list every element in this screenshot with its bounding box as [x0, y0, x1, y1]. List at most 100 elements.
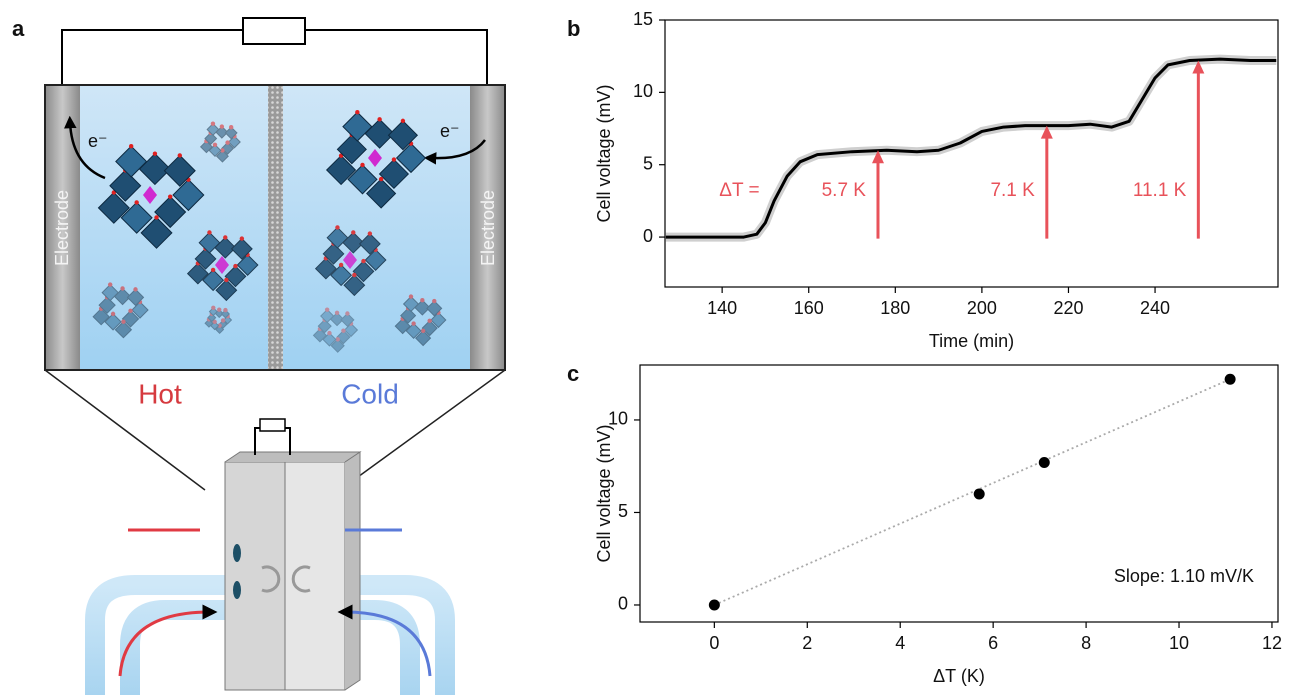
tube	[85, 575, 230, 695]
octahedron	[364, 118, 395, 149]
x-tick-label: 10	[1169, 633, 1189, 653]
oxygen	[420, 328, 426, 333]
octahedron	[214, 308, 224, 319]
octahedron	[204, 132, 218, 145]
oxygen	[225, 140, 230, 145]
octahedron	[364, 249, 387, 271]
oxygen	[121, 319, 126, 324]
y-tick-label: 5	[643, 153, 653, 173]
oxygen	[341, 328, 346, 333]
octahedron	[215, 324, 225, 335]
octahedron	[126, 288, 145, 307]
polyoxometalate	[312, 307, 359, 353]
panel-label: a	[12, 16, 25, 41]
octahedron	[114, 321, 133, 339]
hot-label: Hot	[138, 378, 182, 409]
oxygen	[128, 308, 133, 314]
octahedron	[394, 318, 411, 335]
oxygen	[233, 263, 238, 269]
electrode-label: Electrode	[478, 190, 498, 266]
x-tick-label: 0	[709, 633, 719, 653]
oxygen	[217, 307, 222, 312]
octahedron	[317, 319, 332, 334]
x-axis-label: Time (min)	[929, 331, 1014, 351]
octahedron	[210, 321, 220, 331]
oxygen	[206, 317, 212, 322]
oxygen	[360, 162, 365, 168]
octahedron	[138, 152, 171, 186]
octahedron	[104, 313, 122, 331]
octahedron	[194, 247, 217, 270]
octahedron	[208, 307, 218, 317]
octahedron	[236, 254, 259, 276]
center	[343, 251, 357, 269]
oxygen	[223, 235, 228, 240]
octahedron	[430, 311, 447, 329]
oxygen	[220, 318, 226, 323]
octahedron	[221, 141, 235, 155]
octahedron	[330, 338, 345, 353]
polyoxometalate	[186, 230, 259, 302]
oxygen	[209, 311, 215, 317]
center	[368, 149, 382, 167]
electrode	[470, 85, 505, 370]
electrode	[45, 85, 80, 370]
arrow-head	[1192, 60, 1205, 74]
octahedron	[113, 287, 132, 306]
oxygen	[212, 142, 218, 147]
tube	[345, 575, 455, 695]
delta-label: ΔT =	[719, 180, 759, 201]
octahedron	[322, 332, 337, 347]
octahedron	[405, 322, 422, 339]
octahedron	[92, 307, 110, 326]
oxygen	[432, 298, 437, 304]
electron-label: e⁻	[88, 131, 108, 151]
center	[143, 186, 157, 204]
oxygen	[107, 282, 113, 287]
plot-frame	[639, 364, 1279, 623]
octahedron	[340, 312, 355, 328]
octahedron	[352, 260, 375, 283]
arrow-label: 5.7 K	[822, 180, 867, 201]
oxygen	[317, 326, 323, 332]
polyoxometalate	[97, 143, 205, 249]
octahedron	[172, 178, 205, 212]
oxygen	[348, 321, 354, 326]
arrow-label: 7.1 K	[990, 180, 1035, 201]
octahedron	[215, 125, 229, 139]
x-tick-label: 200	[967, 298, 997, 318]
device-wire	[254, 427, 291, 455]
octahedron	[97, 191, 130, 224]
octahedron	[224, 265, 247, 288]
panel-label: c	[567, 361, 579, 386]
electrode-label: Electrode	[52, 190, 72, 266]
octahedron	[312, 328, 328, 343]
oxygen	[228, 124, 234, 130]
zoom-line	[44, 369, 506, 491]
oxygen	[133, 287, 138, 292]
octahedron	[115, 145, 148, 178]
x-axis-label: ΔT (K)	[933, 666, 985, 686]
point	[1224, 373, 1236, 385]
x-tick-label: 140	[707, 298, 737, 318]
oxygen	[352, 272, 357, 278]
oxygen	[128, 143, 134, 149]
octahedron	[223, 315, 233, 325]
octahedron	[208, 144, 222, 158]
x-tick-label: 4	[895, 633, 905, 653]
oxygen	[355, 110, 360, 115]
flow-arrow	[118, 528, 210, 677]
octahedron	[186, 262, 209, 285]
device-top	[224, 451, 362, 691]
oxygen	[223, 307, 228, 313]
oxygen	[210, 267, 216, 273]
octahedron	[402, 295, 420, 313]
y-axis-label: Cell voltage (mV)	[594, 84, 614, 222]
separator	[268, 85, 283, 370]
octahedron	[395, 142, 427, 174]
arrow-label: 11.1 K	[1133, 180, 1187, 201]
x-tick-label: 6	[988, 633, 998, 653]
octahedron	[329, 312, 345, 327]
raw-signal	[665, 54, 1277, 242]
octahedron	[220, 309, 230, 319]
